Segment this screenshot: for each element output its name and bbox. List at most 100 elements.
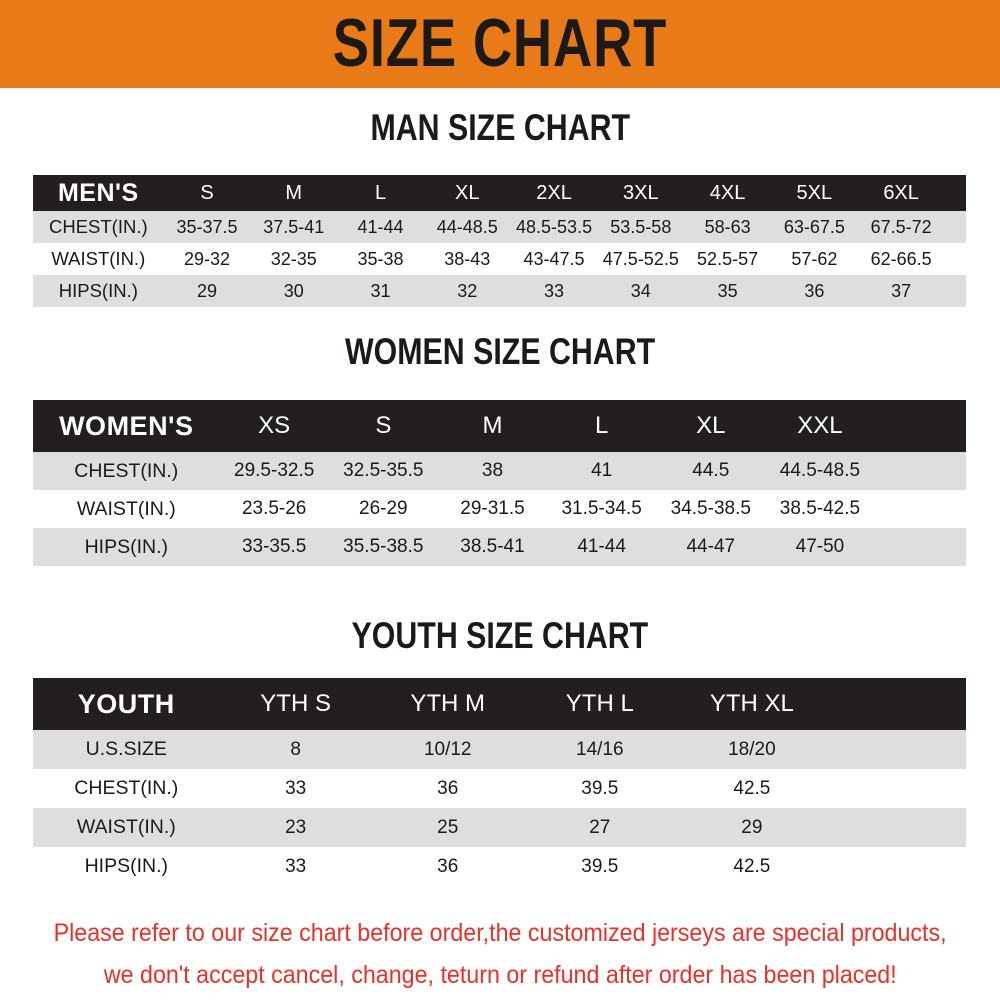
women-table-body: CHEST(IN.) 29.5-32.5 32.5-35.5 38 41 44.5 44.5…	[33, 452, 966, 566]
women-column-header-m: M	[482, 412, 503, 439]
table-cell: 36	[437, 855, 459, 877]
men-row-label: WAIST(IN.)	[51, 248, 146, 269]
table-cell: 33-35.5	[241, 536, 307, 557]
table-cell: 25	[437, 816, 459, 838]
table-cell: 67.5-72	[870, 216, 932, 237]
men-column-header-6xl: 6XL	[883, 181, 919, 204]
table-cell: 35	[717, 280, 738, 301]
youth-row-label: WAIST(IN.)	[76, 816, 176, 838]
women-header-spacer	[875, 400, 966, 452]
youth-column-header-yth-s: YTH S	[260, 690, 331, 717]
men-column-header-3xl: 3XL	[623, 181, 659, 204]
women-row-label: WAIST(IN.)	[76, 497, 176, 520]
table-cell: 8	[290, 738, 301, 760]
table-row: WAIST(IN.) 23.5-26 26-29 29-31.5 31.5-34.5 34…	[33, 490, 966, 528]
youth-column-header-yth-xl: YTH XL	[709, 690, 794, 717]
men-size-table: MEN'S S M L XL 2XL 3XL 4XL 5XL 6XL CHEST(IN.) 35-…	[33, 175, 966, 307]
men-column-header-s: S	[200, 181, 214, 204]
table-cell-spacer	[875, 528, 966, 566]
table-cell: 47.5-52.5	[602, 248, 679, 269]
youth-table-header-row: YOUTH YTH S YTH M YTH L YTH XL	[33, 678, 966, 730]
men-header-spacer	[945, 175, 967, 211]
table-cell: 33	[285, 777, 307, 799]
size-chart-banner: SIZE CHART	[0, 0, 1000, 88]
men-row-label-header: MEN'S	[57, 178, 139, 207]
table-cell: 39.5	[581, 777, 619, 799]
table-cell: 34.5-38.5	[670, 498, 751, 519]
table-cell: 38	[481, 460, 504, 481]
table-cell: 34	[630, 280, 651, 301]
order-policy-disclaimer: Please refer to our size chart before or…	[0, 912, 1000, 996]
table-cell: 44-47	[686, 536, 736, 557]
table-cell: 39.5	[581, 855, 619, 877]
table-cell: 29.5-32.5	[234, 460, 315, 481]
table-cell-spacer	[875, 490, 966, 528]
table-cell: 18/20	[728, 738, 776, 760]
women-column-header-xl: XL	[696, 412, 726, 439]
men-column-header-l: L	[374, 181, 387, 204]
table-cell: 32	[457, 280, 478, 301]
women-row-label: CHEST(IN.)	[74, 459, 179, 482]
women-row-label-header: WOMEN'S	[59, 410, 194, 441]
table-cell: 31.5-34.5	[561, 498, 642, 519]
disclaimer-line-1: Please refer to our size chart before or…	[53, 919, 947, 947]
table-cell: 53.5-58	[610, 216, 672, 237]
table-cell: 29	[741, 816, 763, 838]
table-cell: 23	[285, 816, 307, 838]
men-row-label: CHEST(IN.)	[48, 216, 148, 237]
youth-table-body: U.S.SIZE 8 10/12 14/16 18/20 CHEST(IN.) 33 36 39…	[33, 730, 966, 886]
youth-section-heading-text: YOUTH SIZE CHART	[351, 615, 649, 656]
table-cell: 57-62	[791, 248, 838, 269]
women-row-label: HIPS(IN.)	[84, 535, 168, 558]
table-cell: 43-47.5	[523, 248, 585, 269]
table-cell-spacer	[828, 847, 966, 886]
table-cell: 32.5-35.5	[343, 460, 424, 481]
table-cell-spacer	[828, 808, 966, 847]
table-cell: 26-29	[359, 498, 408, 519]
table-cell: 35-38	[357, 248, 404, 269]
men-column-header-xl: XL	[455, 181, 480, 204]
page-title: SIZE CHART	[332, 5, 668, 81]
men-column-header-2xl: 2XL	[536, 181, 572, 204]
table-cell: 27	[589, 816, 611, 838]
table-cell: 44.5	[692, 460, 730, 481]
youth-row-label-header: YOUTH	[77, 688, 175, 719]
table-cell-spacer	[828, 730, 966, 769]
women-column-header-xxl: XXL	[797, 412, 843, 439]
table-cell: 52.5-57	[697, 248, 759, 269]
table-cell: 29	[196, 280, 217, 301]
table-row: HIPS(IN.) 29 30 31 32 33 34 35 36 37	[33, 275, 966, 307]
table-cell: 35.5-38.5	[343, 536, 424, 557]
youth-row-label: U.S.SIZE	[85, 738, 167, 760]
table-cell: 10/12	[423, 738, 472, 760]
table-cell: 36	[804, 280, 825, 301]
table-cell: 47-50	[795, 536, 845, 557]
men-row-label: HIPS(IN.)	[58, 280, 138, 301]
table-cell: 37	[891, 280, 912, 301]
table-cell: 62-66.5	[870, 248, 932, 269]
table-cell: 63-67.5	[783, 216, 845, 237]
youth-size-table: YOUTH YTH S YTH M YTH L YTH XL U.S.SIZE 8 10/…	[33, 678, 966, 886]
table-cell: 14/16	[576, 738, 624, 760]
women-table-header-row: WOMEN'S XS S M L XL XXL	[33, 400, 966, 452]
table-cell: 29-31.5	[460, 498, 525, 519]
table-cell: 38-43	[444, 248, 491, 269]
youth-row-label: CHEST(IN.)	[74, 777, 179, 799]
table-row: CHEST(IN.) 35-37.5 37.5-41 41-44 44-48.5 48.5…	[33, 211, 966, 243]
table-cell: 33	[285, 855, 307, 877]
table-cell: 33	[544, 280, 565, 301]
table-row: WAIST(IN.) 23 25 27 29	[33, 808, 966, 847]
women-column-header-xs: XS	[258, 412, 291, 439]
table-row: CHEST(IN.) 33 36 39.5 42.5	[33, 769, 966, 808]
table-cell: 35-37.5	[176, 216, 238, 237]
youth-column-header-yth-m: YTH M	[410, 690, 486, 717]
women-size-table: WOMEN'S XS S M L XL XXL CHEST(IN.) 29.5-32.5 32…	[33, 400, 966, 566]
table-cell-spacer	[945, 275, 967, 307]
men-section-heading: MAN SIZE CHART	[0, 108, 1000, 148]
table-cell-spacer	[945, 243, 967, 275]
youth-section-heading: YOUTH SIZE CHART	[0, 616, 1000, 656]
youth-header-spacer	[828, 678, 966, 730]
table-cell: 42.5	[733, 777, 771, 799]
table-cell: 23.5-26	[241, 498, 307, 519]
youth-row-label: HIPS(IN.)	[84, 855, 168, 877]
